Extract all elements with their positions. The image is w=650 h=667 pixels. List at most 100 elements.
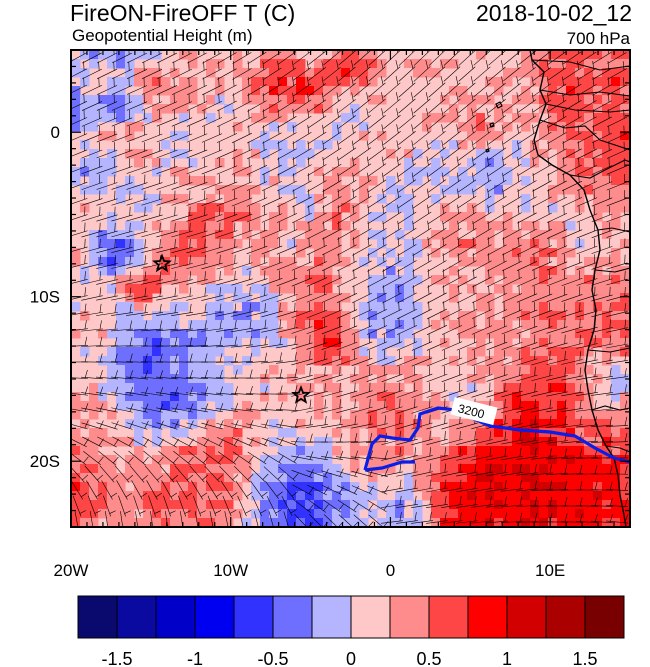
wind-barb: [156, 206, 178, 222]
wind-barb: [277, 157, 297, 176]
field-cell: [404, 392, 414, 402]
field-cell: [179, 95, 189, 105]
field-cell: [593, 293, 603, 303]
field-cell: [539, 356, 549, 366]
wind-barb: [591, 157, 613, 175]
wind-barb: [428, 50, 446, 66]
field-cell: [179, 221, 189, 231]
wind-barb: [201, 336, 223, 348]
wind-barb: [443, 124, 461, 145]
field-cell: [98, 473, 108, 483]
field-cell: [80, 455, 90, 465]
wind-barb: [458, 92, 476, 114]
field-cell: [494, 248, 504, 258]
wind-barb: [277, 60, 297, 81]
wind-barb: [186, 125, 208, 143]
wind-barb: [456, 479, 478, 493]
field-cell: [521, 473, 531, 483]
field-cell: [377, 500, 387, 510]
field-cell: [134, 365, 144, 375]
wind-barb: [216, 402, 239, 412]
field-cell: [170, 104, 180, 114]
field-cell: [152, 86, 162, 96]
field-cell: [557, 410, 567, 420]
field-cell: [467, 257, 477, 267]
wind-barb: [561, 270, 583, 287]
field-cell: [386, 419, 396, 429]
field-cell: [80, 464, 90, 474]
wind-barb: [126, 61, 148, 79]
wind-barbs: [71, 50, 629, 527]
wind-barb: [306, 302, 328, 319]
field-cell: [593, 275, 603, 285]
wind-barb: [336, 382, 358, 398]
wind-barb: [261, 402, 283, 412]
field-cell: [278, 284, 288, 294]
field-cell: [161, 491, 171, 501]
wind-barb: [111, 77, 133, 95]
field-cell: [89, 473, 99, 483]
field-cell: [548, 131, 558, 141]
field-cell: [512, 230, 522, 240]
field-cell: [260, 59, 270, 69]
field-cell: [269, 275, 279, 285]
wind-barb: [246, 303, 268, 317]
wind-barb: [398, 76, 416, 98]
wind-barb: [367, 140, 387, 161]
wind-barb: [290, 433, 314, 443]
field-cell: [485, 320, 495, 330]
field-cell: [422, 239, 432, 249]
wind-barb: [592, 109, 612, 128]
field-cell: [575, 95, 585, 105]
field-cell: [593, 158, 603, 168]
wind-barb: [396, 479, 418, 493]
wind-barb: [456, 317, 478, 335]
wind-barb: [456, 512, 478, 524]
field-cell: [323, 437, 333, 447]
field-cell: [575, 374, 585, 384]
wind-barb: [71, 271, 88, 284]
field-cell: [521, 446, 531, 456]
wind-barb: [201, 158, 223, 175]
wind-barb: [126, 320, 148, 332]
field-cell: [494, 383, 504, 393]
field-cell: [296, 140, 306, 150]
wind-barb: [71, 190, 88, 205]
field-cell: [557, 221, 567, 231]
field-cell: [89, 149, 99, 159]
field-cell: [521, 194, 531, 204]
field-cell: [494, 158, 504, 168]
field-cell: [152, 401, 162, 411]
field-cell: [494, 149, 504, 159]
field-cell: [197, 374, 207, 384]
field-cell: [557, 185, 567, 195]
field-cell: [575, 437, 585, 447]
field-cell: [404, 257, 414, 267]
field-cell: [467, 464, 477, 474]
field-cell: [224, 194, 234, 204]
wind-barb: [216, 437, 239, 447]
field-cell: [71, 113, 81, 123]
field-cell: [314, 293, 324, 303]
field-cell: [188, 410, 198, 420]
field-cell: [485, 266, 495, 276]
field-cell: [314, 401, 324, 411]
field-cell: [431, 158, 441, 168]
wind-barb: [231, 222, 253, 239]
field-cell: [233, 365, 243, 375]
colorbar-swatch: [77, 595, 118, 639]
field-cell: [89, 104, 99, 114]
wind-barb: [71, 206, 88, 221]
field-cell: [332, 68, 342, 78]
field-cell: [593, 320, 603, 330]
field-cell: [71, 248, 81, 258]
field-cell: [539, 122, 549, 132]
field-cell: [224, 428, 234, 438]
field-cell: [305, 275, 315, 285]
wind-barb: [591, 173, 613, 191]
field-cell: [476, 518, 486, 527]
field-cell: [215, 59, 225, 69]
field-cell: [305, 509, 315, 519]
field-cell: [206, 95, 216, 105]
field-cell: [341, 338, 351, 348]
